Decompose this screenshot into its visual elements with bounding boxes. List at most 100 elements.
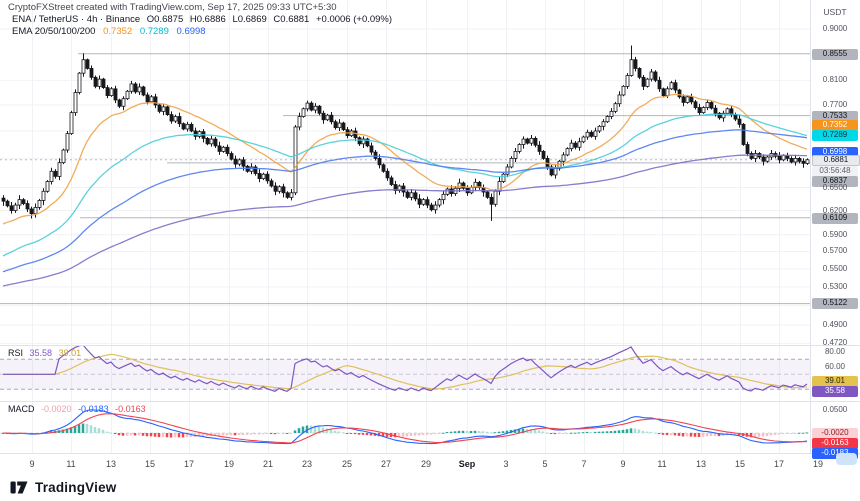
candle-body	[637, 68, 642, 78]
candle-body	[613, 103, 618, 112]
candle-body	[517, 144, 522, 152]
macd-legend-label[interactable]: MACD	[8, 404, 35, 414]
rsi-ma-badge: 39.01	[812, 376, 858, 387]
rsi-tick-60: 60.00	[824, 362, 846, 371]
candle-body	[93, 76, 98, 87]
macd-hist-bar	[89, 425, 93, 433]
macd-hist-bar	[633, 428, 637, 433]
candle-body	[373, 151, 378, 159]
candle-body	[597, 125, 602, 132]
footer-bar: TradingView	[10, 478, 116, 496]
macd-hist-bar	[533, 429, 537, 433]
candle-body	[525, 138, 530, 144]
symbol-title[interactable]: ENA / TetherUS · 4h · Binance	[12, 14, 141, 25]
macd-hist-bar	[797, 432, 801, 434]
time-label-27: 27	[380, 459, 392, 469]
rsi-pane[interactable]	[0, 346, 810, 401]
macd-hist-bar	[125, 433, 129, 436]
candle-body	[617, 94, 622, 105]
macd-hist-bar	[281, 433, 285, 434]
level-lines	[0, 53, 810, 305]
candle-body	[109, 88, 114, 96]
macd-legend: MACD -0.0020 -0.0183 -0.0163	[8, 404, 150, 414]
candle-body	[645, 78, 650, 87]
rsi-legend-label[interactable]: RSI	[8, 348, 24, 358]
time-label-11: 11	[657, 459, 667, 469]
time-label-29: 29	[420, 459, 432, 469]
macd-hist-bar	[737, 433, 741, 436]
candle-body	[53, 170, 58, 177]
candle-body	[457, 182, 462, 189]
ohlc-change: +0.0006 (+0.09%)	[315, 14, 393, 25]
candle-body	[437, 199, 442, 206]
tradingview-logo-icon[interactable]	[10, 478, 28, 496]
macd-hist-bar	[569, 432, 573, 434]
macd-hist-bar	[521, 428, 525, 433]
candle-body	[329, 114, 334, 123]
ema-legend-label[interactable]: EMA 20/50/100/200	[12, 26, 96, 37]
time-axis[interactable]	[0, 454, 810, 472]
candle-body	[221, 146, 226, 152]
candle-body	[321, 112, 326, 121]
candle-body	[669, 82, 674, 90]
candle-body	[181, 123, 186, 130]
macd-hist-bar	[249, 433, 253, 435]
last-price-badge: 0.6881	[812, 155, 860, 166]
time-label-15: 15	[144, 459, 156, 469]
macd-hist-bar	[717, 433, 721, 437]
candle-body	[701, 107, 706, 114]
macd-hist-bar	[713, 433, 717, 437]
ohlc-open: O0.6875	[146, 14, 184, 25]
candle-body	[633, 59, 638, 69]
macd-hist-bar	[177, 433, 181, 438]
candles-series	[1, 45, 810, 221]
rsi-plot	[0, 346, 810, 392]
rsi-tick-80: 80.00	[824, 347, 846, 356]
candle-body	[9, 205, 14, 211]
macd-hist-bar	[425, 433, 429, 435]
ema200-line	[2, 154, 807, 287]
candle-body	[425, 199, 430, 206]
candle-body	[765, 156, 770, 162]
candle-body	[177, 116, 182, 125]
candle-body	[441, 193, 446, 201]
candle-body	[577, 141, 582, 148]
macd-hist-bar	[609, 431, 613, 433]
candle-body	[141, 86, 146, 96]
macd-hist-bar	[245, 433, 249, 435]
macd-hist-bar	[617, 430, 621, 433]
candle-body	[369, 145, 374, 153]
candle-body	[681, 96, 686, 103]
macd-hist-bar	[285, 433, 289, 434]
macd-hist-bar	[709, 433, 713, 437]
candle-body	[49, 170, 54, 182]
price-tick-0.5700: 0.5700	[822, 246, 848, 256]
price-chart-pane[interactable]	[0, 0, 810, 345]
macd-hist-bar	[377, 433, 381, 437]
time-label-13: 13	[105, 459, 117, 469]
candle-body	[133, 83, 138, 93]
macd-hist-bar	[277, 433, 281, 434]
candle-body	[393, 184, 398, 191]
candle-body	[537, 144, 542, 152]
macd-hist-bar	[433, 433, 437, 435]
candle-body	[585, 131, 590, 138]
macd-hist-bar	[801, 432, 805, 434]
macd-hist-bar	[769, 433, 773, 436]
candle-body	[213, 138, 218, 147]
macd-hist-bar	[697, 433, 701, 438]
candle-body	[381, 164, 386, 172]
macd-hist-bar	[573, 432, 577, 434]
macd-hist-bar	[309, 425, 313, 433]
macd-hist-bar	[517, 428, 521, 433]
macd-hist-bar	[681, 433, 685, 437]
candle-body	[249, 166, 254, 172]
ema100-line	[2, 129, 808, 273]
axis-badge-level-0.6109: 0.6109	[812, 213, 858, 224]
tradingview-brand[interactable]: TradingView	[35, 479, 117, 495]
candle-body	[357, 137, 362, 145]
candle-body	[361, 138, 366, 145]
corner-widget[interactable]	[836, 453, 857, 465]
macd-hist-bar	[61, 429, 65, 433]
macd-hist-bar	[593, 431, 597, 433]
